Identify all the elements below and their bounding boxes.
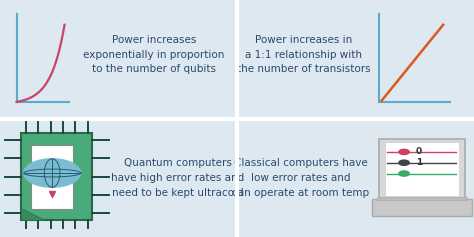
FancyBboxPatch shape [21,133,92,220]
Circle shape [399,160,409,165]
Text: Power increases
exponentially in proportion
to the number of qubits: Power increases exponentially in proport… [83,35,225,74]
Bar [377,197,467,200]
Circle shape [399,171,409,176]
Circle shape [24,159,81,187]
Text: Quantum computers
have high error rates and
need to be kept ultracold: Quantum computers have high error rates … [111,158,245,198]
FancyBboxPatch shape [372,199,472,216]
Bar [385,142,459,196]
Bar [31,145,73,209]
Text: 1: 1 [416,158,422,167]
Circle shape [399,149,409,155]
Text: 0: 0 [416,147,422,156]
FancyBboxPatch shape [379,139,465,199]
Text: Classical computers have
low error rates and
can operate at room temp: Classical computers have low error rates… [232,158,370,198]
Text: Power increases in
a 1:1 relationship with
the number of transistors: Power increases in a 1:1 relationship wi… [237,35,370,74]
Polygon shape [21,209,45,220]
